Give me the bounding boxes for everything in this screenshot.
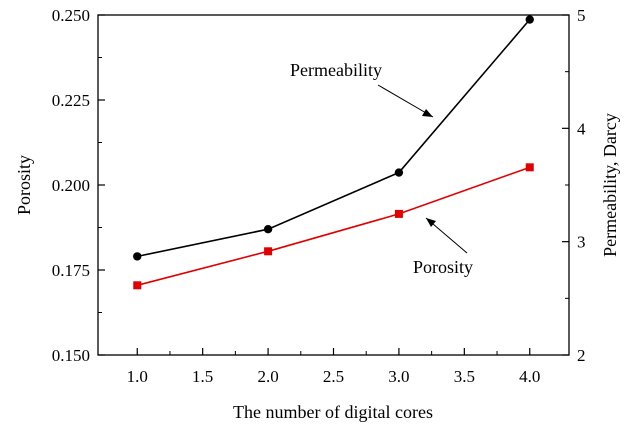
left-tick-label: 0.200 bbox=[52, 176, 90, 195]
right-tick-label: 3 bbox=[577, 233, 586, 252]
left-tick-label: 0.150 bbox=[52, 346, 90, 365]
right-tick-label: 5 bbox=[577, 6, 586, 25]
right-axis-label: Permeability, Darcy bbox=[600, 113, 620, 257]
x-tick-label: 2.5 bbox=[323, 367, 344, 386]
x-tick-label: 4.0 bbox=[519, 367, 540, 386]
x-tick-label: 3.5 bbox=[454, 367, 475, 386]
left-axis-label: Porosity bbox=[14, 155, 34, 215]
annotation-porosity: Porosity bbox=[413, 257, 473, 277]
annotation-permeability-arrowhead bbox=[422, 109, 433, 117]
porosity-point bbox=[394, 209, 403, 218]
x-tick-label: 2.0 bbox=[257, 367, 278, 386]
x-tick-label: 1.5 bbox=[192, 367, 213, 386]
series-layer bbox=[133, 15, 534, 290]
annotation-permeability-arrow bbox=[377, 84, 434, 118]
annotation-porosity-arrowhead bbox=[426, 218, 436, 227]
permeability-point bbox=[394, 168, 404, 177]
left-axis-ticks: 0.150 0.175 0.200 0.225 0.250 bbox=[52, 6, 105, 365]
porosity-point bbox=[264, 247, 273, 256]
permeability-point bbox=[263, 225, 273, 234]
right-tick-label: 2 bbox=[577, 346, 586, 365]
porosity-point bbox=[525, 163, 534, 172]
annotation-permeability: Permeability bbox=[290, 60, 382, 80]
left-tick-label: 0.250 bbox=[52, 6, 90, 25]
left-tick-label: 0.225 bbox=[52, 91, 90, 110]
permeability-point bbox=[525, 15, 534, 24]
x-tick-label: 1.0 bbox=[127, 367, 148, 386]
permeability-point bbox=[133, 252, 142, 261]
left-tick-label: 0.175 bbox=[52, 261, 90, 280]
porosity-line bbox=[137, 166, 531, 287]
right-tick-label: 4 bbox=[577, 119, 586, 138]
permeability-line bbox=[137, 19, 531, 258]
right-axis-ticks: 2 3 4 5 bbox=[562, 6, 586, 365]
porosity-point bbox=[133, 281, 142, 290]
x-axis-ticks: 1.0 1.5 2.0 2.5 3.0 3.5 4.0 bbox=[127, 348, 540, 386]
x-axis-label: The number of digital cores bbox=[233, 402, 433, 422]
x-tick-label: 3.0 bbox=[388, 367, 409, 386]
